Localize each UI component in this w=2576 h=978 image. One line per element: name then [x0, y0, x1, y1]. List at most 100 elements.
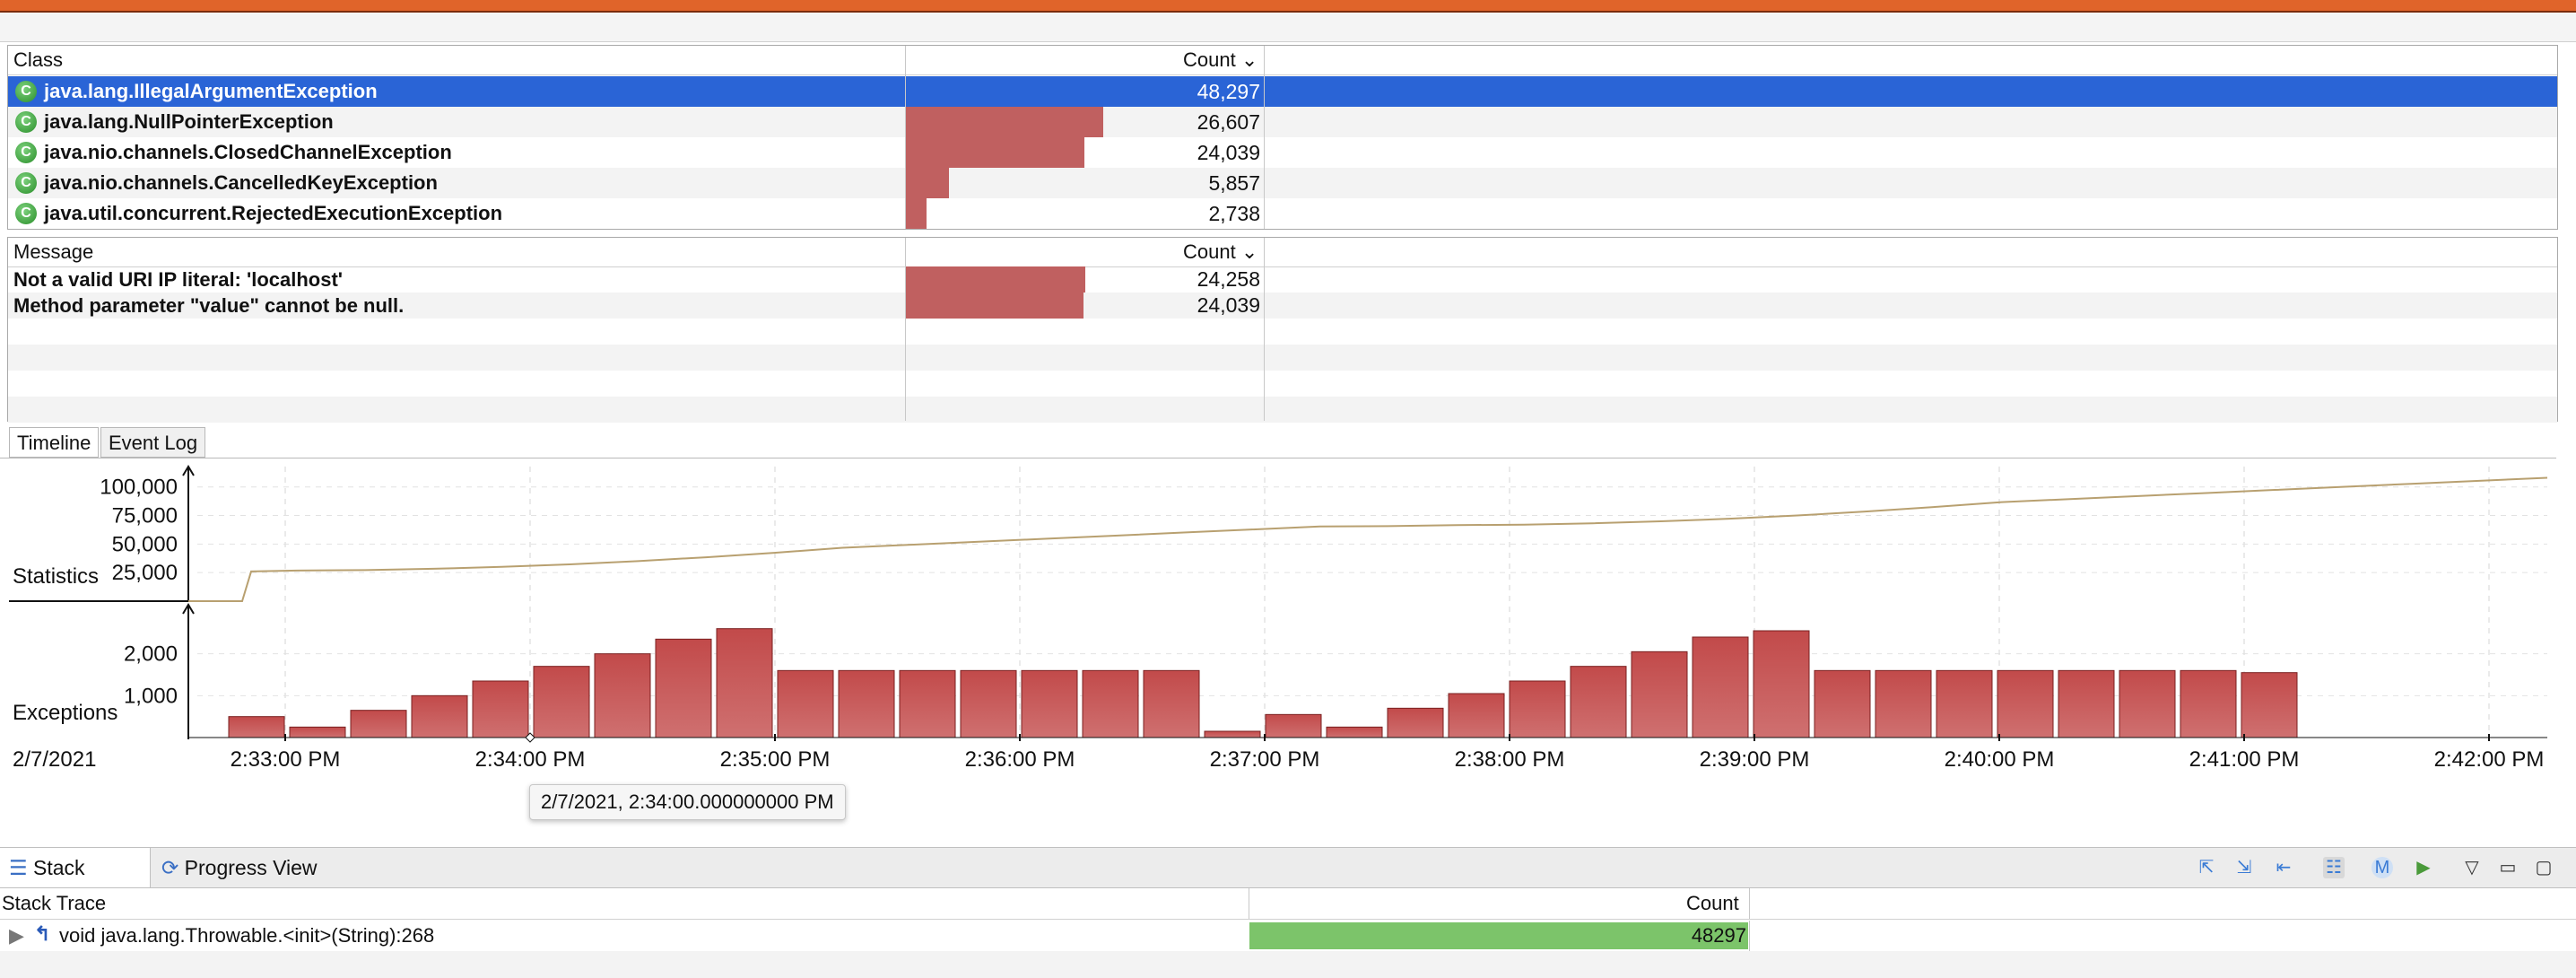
exception-bar	[228, 716, 285, 738]
empty-row	[8, 371, 2557, 397]
x-tick-label: 2:36:00 PM	[965, 747, 1075, 772]
statistics-tick-label: 75,000	[112, 504, 178, 528]
x-tick-label: 2:37:00 PM	[1210, 747, 1320, 772]
class-name: java.nio.channels.CancelledKeyException	[44, 171, 438, 194]
exception-bar	[1814, 669, 1871, 738]
class-icon: C	[15, 142, 37, 163]
class-count: 5,857	[1208, 171, 1260, 195]
col-message-header[interactable]: Message	[13, 240, 94, 263]
class-icon: C	[15, 81, 37, 102]
exception-bar	[1021, 669, 1078, 738]
exception-bar	[289, 726, 346, 738]
exception-bar	[594, 653, 651, 738]
expand-triangle-icon[interactable]: ▶	[9, 924, 24, 947]
count-bar	[906, 198, 927, 229]
count-bar	[906, 293, 1083, 319]
col-class-header[interactable]: Class	[13, 48, 64, 71]
x-tick-label: 2:40:00 PM	[1945, 747, 2055, 772]
class-name: java.lang.NullPointerException	[44, 110, 334, 133]
class-name: java.lang.IllegalArgumentException	[44, 80, 378, 102]
tab-timeline[interactable]: Timeline	[9, 427, 100, 458]
exception-bar	[1875, 669, 1932, 738]
message-table-header: Message Count ⌄	[8, 238, 2557, 267]
stack-frame-label: void java.lang.Throwable.<init>(String):…	[59, 924, 435, 947]
view-menu-icon[interactable]: ▽	[2465, 858, 2479, 878]
exception-bar	[2180, 669, 2237, 738]
merge-icon[interactable]: ⇲	[2236, 858, 2252, 878]
method-icon[interactable]: M	[2371, 857, 2393, 878]
message-table-row[interactable]: Method parameter "value" cannot be null.…	[8, 293, 2557, 319]
date-label: 2/7/2021	[13, 747, 96, 772]
x-tick-label: 2:33:00 PM	[231, 747, 341, 772]
tab-event-log[interactable]: Event Log	[100, 427, 206, 458]
stack-trace-row[interactable]: ▶ ↰ void java.lang.Throwable.<init>(Stri…	[0, 921, 2576, 951]
column-separator	[1749, 888, 1750, 919]
class-count: 48,297	[1197, 80, 1260, 103]
exception-bar	[411, 694, 468, 738]
empty-row	[8, 319, 2557, 345]
col-count-header[interactable]: Count	[1686, 892, 1739, 914]
exception-bar	[350, 710, 407, 738]
statistics-tick-label: 50,000	[112, 532, 178, 556]
exception-bar	[1326, 726, 1383, 738]
message-table-row[interactable]: Not a valid URI IP literal: 'localhost' 2…	[8, 266, 2557, 293]
tab-stack-trace[interactable]: ☰ Stack Trace	[0, 848, 151, 919]
exception-bar	[1509, 680, 1566, 738]
exception-bar	[1692, 636, 1749, 738]
collapse-icon[interactable]: ⇤	[2276, 858, 2292, 878]
empty-row	[8, 397, 2557, 423]
class-icon: C	[15, 172, 37, 194]
exceptions-tick-label: 2,000	[124, 642, 178, 667]
col-count-header[interactable]: Count ⌄	[1183, 240, 1258, 263]
col-stack-trace-header[interactable]: Stack Trace	[2, 892, 107, 914]
exception-bar	[2119, 669, 2176, 738]
column-separator	[1264, 238, 1265, 421]
exception-bar	[899, 669, 956, 738]
exception-bar	[838, 669, 895, 738]
chart-tooltip: 2/7/2021, 2:34:00.000000000 PM	[529, 784, 846, 820]
class-icon: C	[15, 203, 37, 224]
class-count: 26,607	[1197, 110, 1260, 134]
axis-arrow-icon	[182, 465, 195, 476]
col-count-header[interactable]: Count ⌄	[1183, 48, 1258, 71]
progress-icon: ⟳	[161, 856, 179, 879]
count-bar	[906, 266, 1085, 293]
expand-icon[interactable]: ⇱	[2198, 858, 2215, 878]
column-separator	[1264, 46, 1265, 229]
exception-bar	[777, 669, 834, 738]
tree-view-icon[interactable]: ☷	[2323, 857, 2345, 878]
stack-trace-header: Stack Trace Count	[0, 888, 2576, 920]
axis-arrow-icon	[182, 603, 195, 615]
exceptions-label: Exceptions	[13, 701, 117, 725]
message-count: 24,258	[1197, 267, 1260, 291]
column-separator	[905, 238, 906, 421]
cursor-marker-icon	[525, 732, 535, 743]
exception-bar	[2241, 672, 2298, 738]
exception-bar	[1997, 669, 2054, 738]
run-icon[interactable]: ▶	[2416, 858, 2431, 878]
tab-progress-view[interactable]: ⟳ Progress View	[161, 856, 318, 879]
method-call-icon: ↰	[34, 922, 51, 945]
statistics-line	[188, 476, 2548, 602]
stack-count: 48297	[1691, 924, 1746, 947]
exception-bar	[1387, 707, 1444, 738]
message-table: Message Count ⌄ Not a valid URI IP liter…	[7, 237, 2558, 423]
exception-bar	[533, 666, 590, 738]
exception-bar	[1204, 730, 1261, 738]
class-count: 2,738	[1208, 202, 1260, 225]
column-separator	[1749, 921, 1750, 951]
timeline-chart[interactable]: 100,000 75,000 50,000 25,000 Statistics 2,000…	[0, 459, 2576, 791]
stack-trace-empty-row	[0, 951, 2576, 978]
exception-bar	[960, 669, 1017, 738]
sort-chevron-icon: ⌄	[1240, 240, 1258, 263]
class-icon: C	[15, 111, 37, 133]
exception-bar	[2058, 669, 2115, 738]
minimize-icon[interactable]: ▭	[2499, 858, 2517, 878]
maximize-icon[interactable]: ▢	[2535, 858, 2553, 878]
